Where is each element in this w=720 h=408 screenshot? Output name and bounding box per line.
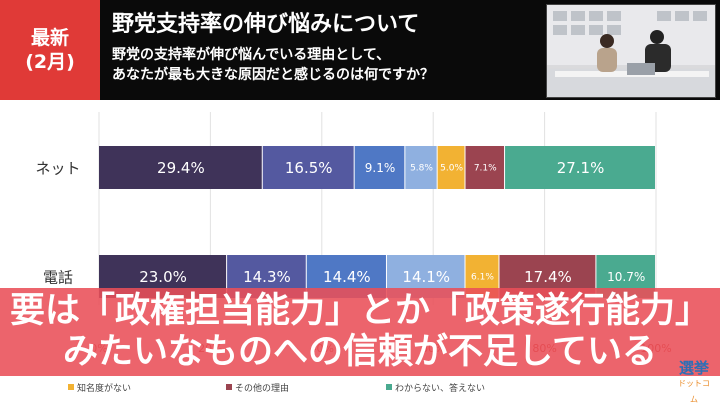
- data-label: 14.3%: [243, 268, 291, 286]
- legend-swatch: [68, 384, 74, 390]
- data-label: 29.4%: [157, 159, 205, 177]
- data-label: 14.4%: [323, 268, 371, 286]
- video-inset-scene: [547, 5, 715, 97]
- legend-swatch: [386, 384, 392, 390]
- bar-segment: [99, 146, 262, 189]
- bar-segment: [405, 146, 437, 189]
- data-label: 16.5%: [285, 159, 333, 177]
- bar-segment: [505, 146, 655, 189]
- data-label: 7.1%: [474, 164, 497, 174]
- logo-sub: ドットコム: [678, 379, 710, 404]
- legend-label: その他の理由: [235, 382, 289, 394]
- data-label: 6.1%: [471, 273, 494, 283]
- bar-segment: [437, 146, 465, 189]
- site-logo: 選挙 ドットコム: [676, 359, 712, 404]
- category-label: ネット: [35, 160, 80, 178]
- data-label: 5.0%: [440, 164, 463, 174]
- caption-line2: みたいなものへの信頼が不足している: [63, 332, 657, 372]
- bar-segment: [262, 146, 354, 189]
- badge-line2: (2月): [25, 51, 75, 73]
- data-label: 23.0%: [139, 268, 187, 286]
- legend-label: 知名度がない: [77, 382, 131, 394]
- data-label: 17.4%: [524, 268, 572, 286]
- data-label: 10.7%: [607, 270, 645, 284]
- logo-text: 選挙: [678, 359, 709, 377]
- caption-line1: 要は「政権担当能力」とか「政策遂行能力」: [9, 291, 710, 331]
- category-label: 電話: [43, 269, 73, 287]
- data-label: 5.8%: [410, 164, 433, 174]
- chart-title: 野党支持率の伸び悩みについて: [112, 12, 420, 37]
- subtitle-caption: 要は「政権担当能力」とか「政策遂行能力」 みたいなものへの信頼が不足している: [0, 288, 720, 376]
- chart-header: 最新 (2月) 野党支持率の伸び悩みについて 野党の支持率が伸び悩んでいる理由と…: [0, 0, 720, 100]
- data-label: 14.1%: [402, 268, 450, 286]
- legend-swatch: [226, 384, 232, 390]
- bar-segment: [354, 146, 405, 189]
- bar-segment: [465, 146, 505, 189]
- legend-label: わからない、答えない: [395, 382, 485, 394]
- video-inset: [546, 4, 716, 98]
- date-badge: 最新 (2月): [0, 0, 100, 100]
- badge-line1: 最新: [30, 27, 69, 49]
- data-label: 27.1%: [557, 159, 605, 177]
- data-label: 9.1%: [365, 161, 396, 175]
- question-line2: あなたが最も大きな原因だと感じるのは何ですか？: [112, 67, 434, 83]
- question-line1: 野党の支持率が伸び悩んでいる理由として、: [112, 47, 391, 63]
